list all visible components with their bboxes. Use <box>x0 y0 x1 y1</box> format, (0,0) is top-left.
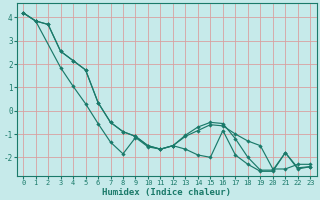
X-axis label: Humidex (Indice chaleur): Humidex (Indice chaleur) <box>102 188 231 197</box>
